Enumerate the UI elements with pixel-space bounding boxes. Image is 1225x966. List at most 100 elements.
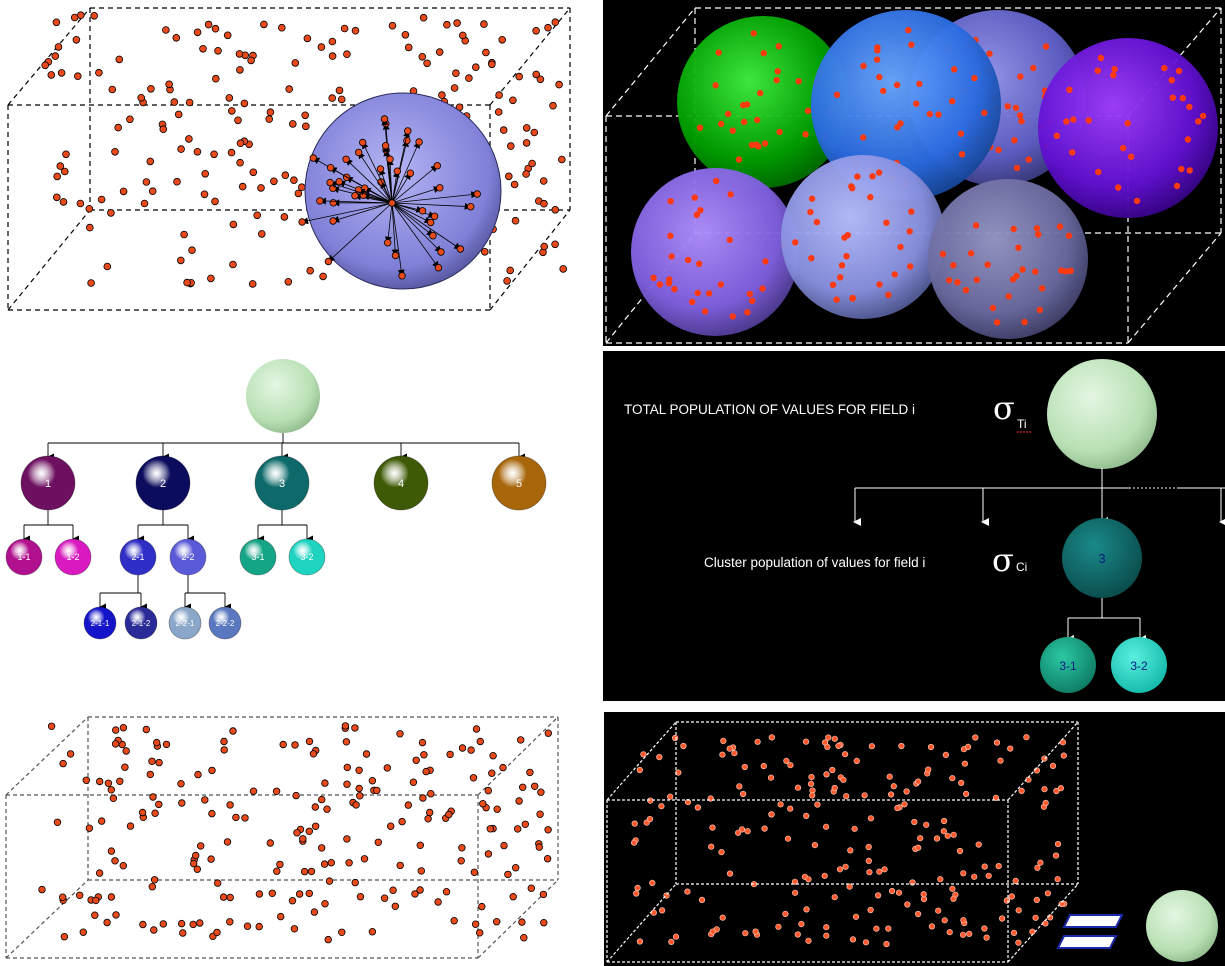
data-point: [946, 929, 953, 936]
data-point: [720, 737, 727, 745]
radial-arrow: [362, 141, 393, 204]
data-point: [1065, 232, 1073, 239]
data-point: [213, 879, 222, 887]
data-point: [672, 933, 680, 940]
data-point: [935, 907, 942, 914]
data-point: [1019, 266, 1026, 273]
data-point: [755, 143, 762, 150]
data-point: [243, 922, 252, 930]
data-point: [362, 750, 371, 758]
data-point: [297, 183, 306, 192]
data-point: [484, 850, 493, 858]
data-point: [411, 890, 419, 898]
data-point: [1115, 184, 1122, 191]
data-point: [512, 863, 520, 872]
data-point: [103, 262, 112, 271]
cluster-2-2-2-sphere: [208, 606, 242, 640]
data-point: [52, 18, 61, 27]
data-point: [787, 762, 794, 769]
data-point: [368, 776, 377, 785]
data-point: [557, 155, 566, 164]
data-point: [752, 928, 759, 935]
data-point: [107, 209, 115, 217]
cluster-3-1-sphere: [239, 538, 277, 576]
data-point: [277, 912, 285, 921]
data-point: [177, 145, 185, 153]
data-point: [345, 859, 353, 867]
data-point: [684, 888, 691, 895]
data-point: [911, 818, 918, 826]
data-point: [467, 746, 475, 754]
data-point: [342, 738, 351, 746]
data-point: [383, 764, 391, 772]
data-point: [104, 779, 113, 787]
radial-arrow: [391, 170, 400, 204]
data-point: [500, 841, 508, 850]
radial-arrows: [298, 115, 481, 280]
data-point: [179, 929, 187, 937]
cluster-sphere: [631, 168, 799, 336]
data-point: [1110, 72, 1117, 79]
data-point: [665, 280, 673, 287]
data-point: [1011, 137, 1018, 144]
data-point: [521, 820, 529, 828]
data-point: [1058, 267, 1065, 274]
data-point: [727, 191, 734, 198]
data-point: [146, 770, 154, 779]
data-point: [438, 91, 446, 99]
data-point: [499, 763, 507, 772]
data-point: [768, 811, 775, 818]
data-point: [498, 35, 507, 44]
data-point: [777, 801, 784, 808]
data-point: [351, 26, 360, 35]
data-point: [1015, 244, 1022, 251]
data-point: [794, 784, 802, 791]
data-point: [701, 308, 709, 315]
data-point: [1042, 799, 1049, 807]
data-point: [177, 919, 186, 928]
data-point: [266, 108, 275, 116]
cluster-1-label: 1: [45, 478, 51, 490]
data-point: [783, 757, 790, 765]
data-point: [724, 110, 732, 118]
data-point: [435, 48, 444, 56]
data-point: [355, 148, 363, 157]
data-point: [831, 784, 838, 792]
data-point: [236, 66, 244, 74]
radial-arrow: [358, 151, 393, 204]
data-point: [1054, 841, 1062, 848]
data-point: [140, 199, 149, 208]
data-point: [281, 171, 290, 180]
data-point: [226, 918, 234, 926]
data-point: [162, 740, 171, 749]
data-point: [489, 752, 497, 760]
data-point: [1169, 94, 1176, 101]
data-point: [126, 115, 134, 124]
radial-arrow: [391, 191, 479, 204]
data-point: [885, 291, 892, 299]
data-point: [509, 892, 517, 901]
data-point: [359, 138, 367, 147]
data-point: [522, 170, 530, 178]
data-point: [384, 238, 392, 247]
data-point: [808, 195, 816, 202]
data-point: [824, 743, 831, 751]
data-point: [775, 923, 782, 930]
data-point: [634, 884, 641, 891]
data-point: [972, 222, 980, 229]
data-point: [148, 757, 156, 765]
radial-arrow: [318, 197, 393, 205]
data-point: [966, 930, 973, 937]
data-point: [515, 797, 523, 805]
data-point: [906, 228, 913, 235]
data-point: [300, 867, 309, 876]
data-point: [1094, 67, 1101, 74]
points-box-dark-diagram: [606, 721, 1218, 963]
data-point: [950, 262, 957, 269]
data-point: [843, 793, 850, 800]
panel-points-box-dark: [604, 712, 1225, 966]
data-point: [852, 913, 860, 920]
data-point: [897, 243, 904, 251]
data-point: [1060, 752, 1067, 759]
data-point: [506, 266, 515, 275]
